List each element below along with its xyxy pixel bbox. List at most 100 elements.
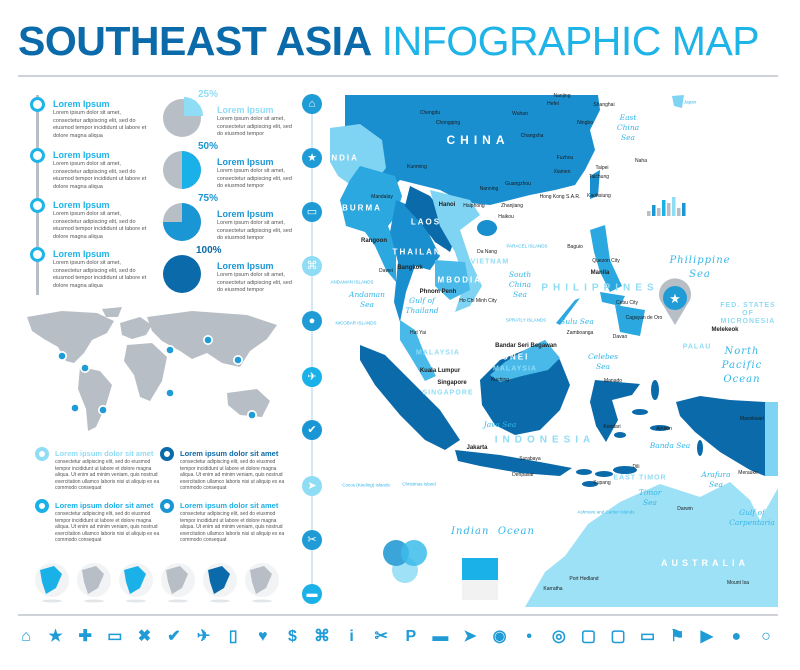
pie-chart [163,151,201,189]
fork-knife-icon[interactable]: ✂ [374,628,388,645]
map-label: ANDAMAN ISLANDS [330,279,374,285]
region-new-guinea[interactable] [676,396,765,476]
timeline-dot [30,97,45,112]
bed-icon[interactable]: ▬ [432,628,449,645]
parking-icon[interactable]: P [405,628,417,645]
map-pin-icon[interactable]: ◉ [492,628,507,645]
star-map-pin-icon[interactable]: ★ [659,278,691,325]
map-label: PHILIPPINES [541,282,659,294]
block-title: Lorem ipsum dolor sit amet [180,449,279,458]
plane-icon[interactable]: ✈ [302,367,322,387]
pennant-icon[interactable]: ▶ [700,628,713,645]
map-label: THAILAND [392,247,450,257]
region-sulawesi[interactable] [590,380,640,442]
map-label: Haiphong [463,203,485,209]
pie-body: Lorem ipsum dolor sit amet, consectetur … [217,116,292,137]
map-label: Nanning [479,186,499,192]
speech-bubble-icon[interactable]: ▢ [610,628,626,645]
home-icon[interactable]: ⌂ [21,628,31,645]
map-label: Dili [632,464,640,470]
command-icon[interactable]: ⌘ [314,628,330,645]
map-pin-small-icon[interactable]: • [526,628,532,645]
map-label: SPRATLY ISLANDS [505,317,547,323]
push-pin-icon[interactable]: ● [731,628,742,645]
region-mindanao[interactable] [615,305,645,336]
pie-chart [163,203,201,241]
region-china[interactable] [345,95,600,205]
wide-speech-bubble-icon[interactable]: ▭ [640,628,656,645]
square-pin-icon[interactable]: ▢ [580,628,596,645]
plane-icon[interactable]: ✈ [196,628,211,645]
world-marker[interactable] [233,355,243,365]
region-vietnam[interactable] [430,190,482,312]
send-icon[interactable]: ➤ [302,476,322,496]
timeline-body: Lorem ipsum dolor sit amet, consectetur … [53,260,147,289]
info-icon[interactable]: i [349,628,354,645]
world-marker[interactable] [98,405,108,415]
region-malaysia-borneo[interactable] [490,340,560,382]
flag-icon[interactable]: ⚑ [670,628,685,645]
pie-title: Lorem Ipsum [217,157,274,167]
world-marker[interactable] [80,363,90,373]
search-pin-icon[interactable]: ○ [761,628,771,645]
world-marker[interactable] [165,345,175,355]
title-bold: SOUTHEAST ASIA [18,18,372,64]
car-icon[interactable]: ▭ [107,628,123,645]
pie-slice [163,203,201,241]
region-luzon[interactable] [590,225,622,292]
command-icon[interactable]: ⌘ [302,256,322,276]
map-label: Mount Isa [727,580,749,586]
map-label: Manila [590,270,610,276]
map-label: Hanoi [438,202,456,208]
star-icon[interactable]: ★ [48,628,63,645]
block-bullet [35,499,49,513]
check-icon[interactable]: ✔ [302,420,322,440]
globe-icon [77,563,111,603]
map-label: AUSTRALIA [661,558,749,568]
fuel-icon[interactable]: ▯ [228,628,238,645]
map-label: Melekeok [711,327,739,333]
map-pin-icon[interactable]: ● [302,311,322,331]
map-label: Dawei [379,268,393,274]
world-marker[interactable] [57,351,67,361]
map-label: Christmas Island [402,481,436,487]
target-pin-icon[interactable]: ◎ [551,628,566,645]
map-label: Jakarta [466,445,488,451]
heart-icon[interactable]: ♥ [258,628,268,645]
timeline-body: Lorem ipsum dolor sit amet, consectetur … [53,161,147,190]
region-laos[interactable] [405,186,456,252]
region-sumatra[interactable] [360,345,460,450]
world-marker[interactable] [165,388,175,398]
region-java[interactable] [455,450,572,476]
southeast-asia-map[interactable]: ★ [330,92,778,607]
x-icon[interactable]: ✖ [137,628,152,645]
bed-icon[interactable]: ▬ [302,584,322,604]
world-marker[interactable] [70,403,80,413]
region-png-strip [765,402,778,476]
pie-body: Lorem ipsum dolor sit amet, consectetur … [217,168,292,189]
plus-icon[interactable]: ✚ [78,628,92,645]
dollar-icon[interactable]: $ [287,628,297,645]
world-marker[interactable] [247,410,257,420]
region-australia[interactable] [525,482,778,607]
map-label: Karratha [543,586,563,592]
map-label: Denpasar [512,472,534,478]
pie-slice [182,151,201,189]
map-label: Fuzhou [556,155,574,161]
region-japan [672,95,684,108]
map-label: Cocos (Keeling) Islands [342,482,390,488]
block-body: consectetur adipiscing elit, sed do eius… [55,459,160,491]
region-burma[interactable] [340,166,402,282]
send-icon[interactable]: ➤ [463,628,477,645]
world-marker[interactable] [203,335,213,345]
star-icon[interactable]: ★ [302,148,322,168]
svg-text:★: ★ [669,292,681,307]
region-cambodia[interactable] [435,260,470,300]
page-title: SOUTHEAST ASIA INFOGRAPHIC MAP [18,18,760,65]
home-icon[interactable]: ⌂ [302,94,322,114]
region-malaysia-peninsula[interactable] [400,320,436,381]
car-icon[interactable]: ▭ [302,202,322,222]
fork-knife-icon[interactable]: ✂ [302,530,322,550]
check-icon[interactable]: ✔ [167,628,181,645]
map-label: Timor Sea [638,488,662,507]
